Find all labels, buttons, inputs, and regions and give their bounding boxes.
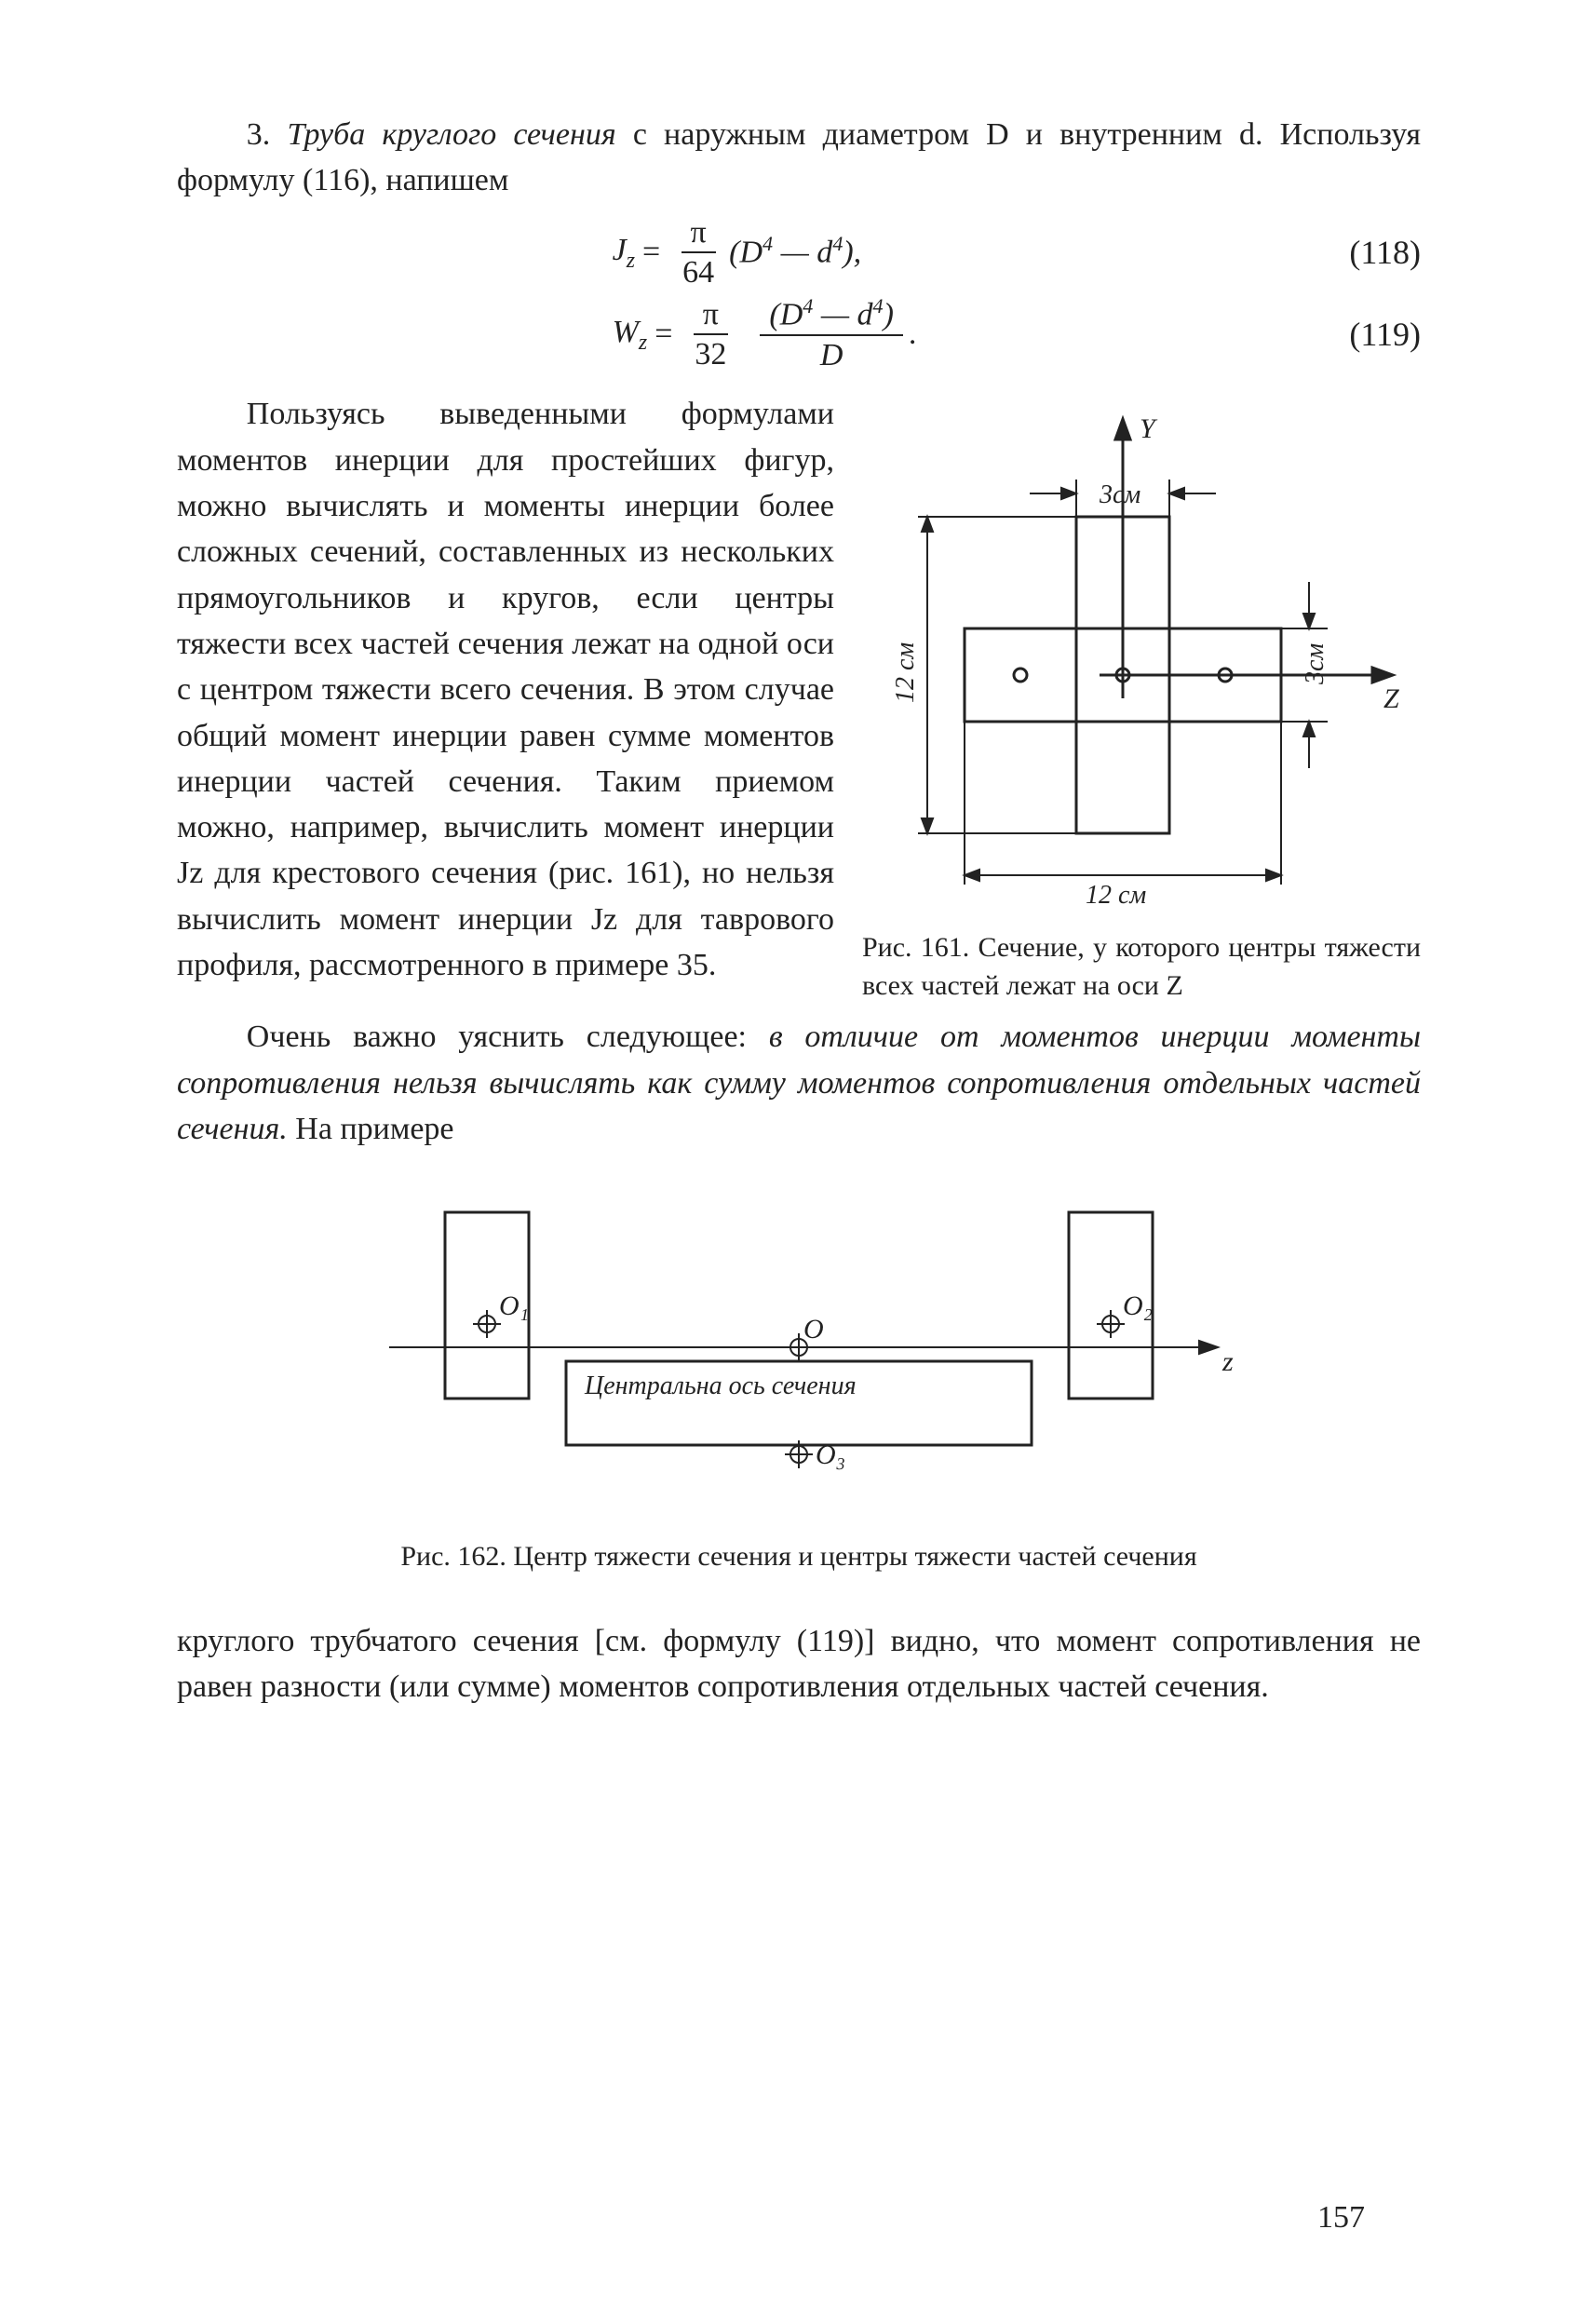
page: 3. Труба круглого сечения с наружным диа… (0, 0, 1579, 2324)
left-paragraph: Пользуясь выведенными формулами моментов… (177, 391, 834, 988)
fig161-3cm-top: 3см (1099, 480, 1140, 509)
figure-161-svg: Y Z 3см 3см 12 см 12 см (862, 391, 1421, 912)
figure-161-caption: Рис. 161. Сечение, у которого центры тяж… (862, 929, 1421, 1005)
eq119-lhs: Wz (613, 309, 648, 358)
fig162-o2: O₂ (1123, 1290, 1153, 1321)
eq118-sub: z (627, 249, 635, 273)
eq119-denom2: D (811, 336, 853, 372)
intro-title: Труба круглого сечения (287, 117, 615, 152)
fig161-z-label: Z (1383, 683, 1399, 714)
eq119-sub: z (639, 331, 647, 355)
mid-tail: На примере (288, 1112, 454, 1146)
eq118-sym: J (613, 233, 627, 267)
fig161-12cm-bottom: 12 см (1086, 881, 1146, 910)
eq119-tail: . (909, 311, 917, 357)
eq118-sup1: 4 (763, 232, 773, 255)
eq118-sup2: 4 (832, 232, 843, 255)
fig161-12cm-left: 12 см (891, 642, 920, 703)
eq119-open: (D (769, 298, 803, 332)
eq119-frac2: (D4 — d4) D (760, 295, 903, 372)
fig161-3cm-right: 3см (1301, 643, 1329, 685)
figure-162-caption: Рис. 162. Центр тяжести сечения и центры… (333, 1538, 1264, 1576)
eq119-frac1: π 32 (685, 297, 736, 372)
equation-119: Wz = π 32 (D4 — d4) D . (119) (177, 295, 1421, 372)
figure-161-block: Y Z 3см 3см 12 см 12 см Рис. 161. Сечени… (862, 391, 1421, 1005)
figure-162-block: O₁ O O₂ O₃ z Центральна ось сечения Рис.… (333, 1184, 1264, 1576)
fig162-o: O (803, 1314, 824, 1344)
fig162-axis-label: Центральна ось сечения (584, 1371, 857, 1400)
eq118-pi: π (682, 215, 716, 253)
figure-162-svg: O₁ O O₂ O₃ z Центральна ось сечения (333, 1184, 1264, 1520)
eq119-sup1: 4 (803, 294, 813, 318)
eq119-mid: — d (813, 298, 872, 332)
fig161-y-label: Y (1140, 413, 1158, 444)
final-paragraph: круглого трубчатого сечения [см. формулу… (177, 1618, 1421, 1710)
two-column-block: Пользуясь выведенными формулами моментов… (177, 391, 1421, 1005)
eq118-denom: 64 (673, 253, 723, 290)
eq118-body: (D4 — d4), (729, 229, 861, 276)
eq118-number: (118) (1290, 228, 1421, 277)
eq119-denom1: 32 (685, 335, 736, 372)
fig162-o1: O₁ (499, 1290, 529, 1321)
eq119-sym: W (613, 315, 639, 349)
fig162-z: z (1221, 1346, 1234, 1377)
section-number: 3. (247, 117, 271, 152)
page-number: 157 (1317, 2195, 1365, 2240)
eq119-sup2: 4 (873, 294, 884, 318)
eq119-pi: π (694, 297, 728, 335)
eq118-close: ), (843, 236, 861, 270)
equation-118: Jz = π 64 (D4 — d4), (118) (177, 215, 1421, 290)
equals-sign: = (642, 229, 660, 275)
eq118-frac: π 64 (673, 215, 723, 290)
eq119-number: (119) (1290, 310, 1421, 358)
eq118-mid: — d (773, 236, 832, 270)
eq118-lhs: Jz (613, 227, 635, 277)
equals-sign-2: = (655, 311, 672, 357)
intro-paragraph: 3. Труба круглого сечения с наружным диа… (177, 112, 1421, 204)
fig162-o3: O₃ (816, 1439, 845, 1470)
middle-paragraph: Очень важно уяснить следующее: в отличие… (177, 1014, 1421, 1152)
eq118-open: (D (729, 236, 763, 270)
eq119-close: ) (884, 298, 894, 332)
mid-lead: Очень важно уяснить следующее: (247, 1020, 769, 1054)
